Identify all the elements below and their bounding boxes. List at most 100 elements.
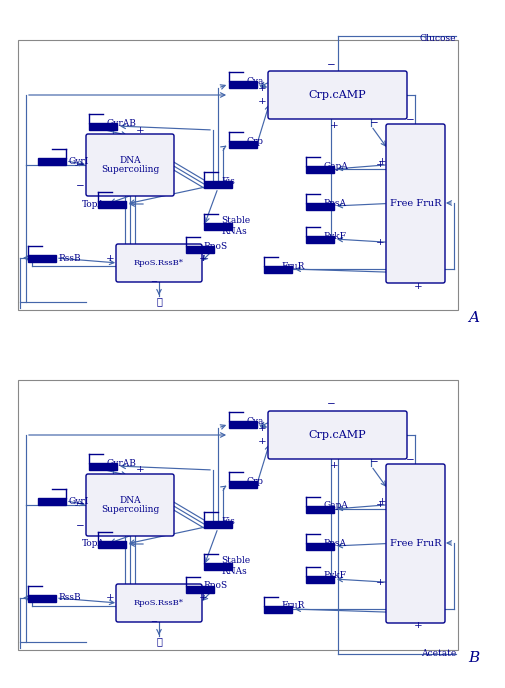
Text: +: + [376,500,384,509]
Text: GyrI: GyrI [68,156,88,166]
Bar [186,246,214,253]
Text: +: + [376,578,384,587]
Text: DNA: DNA [119,156,141,165]
Text: GyrI: GyrI [68,497,88,506]
FancyBboxPatch shape [86,134,174,196]
Text: GyrAB: GyrAB [106,458,136,468]
Text: Crp.cAMP: Crp.cAMP [309,90,366,100]
Text: Crp.cAMP: Crp.cAMP [309,430,366,440]
Text: Glucose: Glucose [420,34,456,43]
Text: Supercoiling: Supercoiling [101,505,159,514]
Text: Free FruR: Free FruR [390,199,441,208]
Text: DNA: DNA [119,496,141,505]
Bar [204,563,232,570]
Text: −: − [150,618,158,626]
FancyBboxPatch shape [86,474,174,536]
Text: +: + [378,156,386,166]
Text: ∅: ∅ [156,638,162,647]
Bar [28,255,56,262]
Text: RssB: RssB [58,253,81,263]
Text: +: + [329,120,338,129]
Text: RpoS: RpoS [203,241,227,250]
Text: FruR: FruR [281,261,305,270]
Bar [229,481,257,488]
Bar [264,266,292,273]
Text: −: − [327,400,336,409]
Text: +: + [258,437,266,446]
Text: −: − [76,522,84,530]
Bar [98,541,126,548]
Text: +: + [198,594,208,603]
Bar [98,201,126,208]
Text: Stable
RNAs: Stable RNAs [221,216,250,236]
Text: +: + [414,281,422,290]
Text: Fis: Fis [221,177,235,186]
Text: +: + [414,621,422,630]
Bar [306,543,334,550]
Text: Crp: Crp [246,136,263,145]
Bar [28,595,56,602]
Text: Supercoiling: Supercoiling [101,165,159,174]
Text: +: + [136,125,144,134]
Bar [306,203,334,210]
Text: Acetate: Acetate [421,649,456,658]
FancyBboxPatch shape [268,71,407,119]
Text: RpoS.RssB*: RpoS.RssB* [134,599,184,607]
Text: +: + [106,594,114,603]
FancyBboxPatch shape [386,464,445,623]
Bar [204,181,232,188]
Text: RpoS.RssB*: RpoS.RssB* [134,259,184,267]
Text: PykF: PykF [323,572,346,581]
Bar [18,380,458,650]
Bar [229,421,257,428]
Text: GapA: GapA [323,162,348,171]
Text: PpsA: PpsA [323,539,346,548]
Text: Fis: Fis [221,517,235,526]
Text: +: + [198,253,208,263]
Text: +: + [329,460,338,469]
Bar [204,223,232,230]
Bar [89,123,117,130]
Text: +: + [106,253,114,263]
Text: −: − [76,500,84,510]
Text: +: + [376,160,384,169]
Text: −: − [406,455,415,464]
Text: −: − [370,118,379,127]
Text: +: + [258,97,266,106]
Bar [186,586,214,593]
Bar [264,606,292,613]
Text: +: + [376,238,384,247]
Bar [229,81,257,88]
FancyBboxPatch shape [116,584,202,622]
Text: RssB: RssB [58,594,81,603]
Text: −: − [76,160,84,169]
Bar [306,236,334,243]
Bar [306,506,334,513]
Text: TopA: TopA [82,200,105,208]
Text: PykF: PykF [323,231,346,241]
Text: B: B [468,651,479,665]
Bar [38,498,66,505]
Bar [306,166,334,173]
Bar [18,40,458,310]
Bar [38,158,66,165]
Text: FruR: FruR [281,601,305,610]
Text: Cya: Cya [246,76,264,85]
Text: Stable
RNAs: Stable RNAs [221,557,250,576]
Text: −: − [370,458,379,468]
Text: Free FruR: Free FruR [390,539,441,548]
Text: PpsA: PpsA [323,199,346,208]
Bar [204,521,232,528]
Text: Crp: Crp [246,477,263,486]
FancyBboxPatch shape [116,244,202,282]
Bar [89,463,117,470]
Text: −: − [150,278,158,286]
Text: ∅: ∅ [156,297,162,306]
Text: RpoS: RpoS [203,581,227,590]
Text: GapA: GapA [323,502,348,510]
Text: −: − [406,116,415,125]
Text: GyrAB: GyrAB [106,118,136,127]
Bar [229,141,257,148]
Text: A: A [468,311,479,325]
Text: +: + [136,466,144,475]
